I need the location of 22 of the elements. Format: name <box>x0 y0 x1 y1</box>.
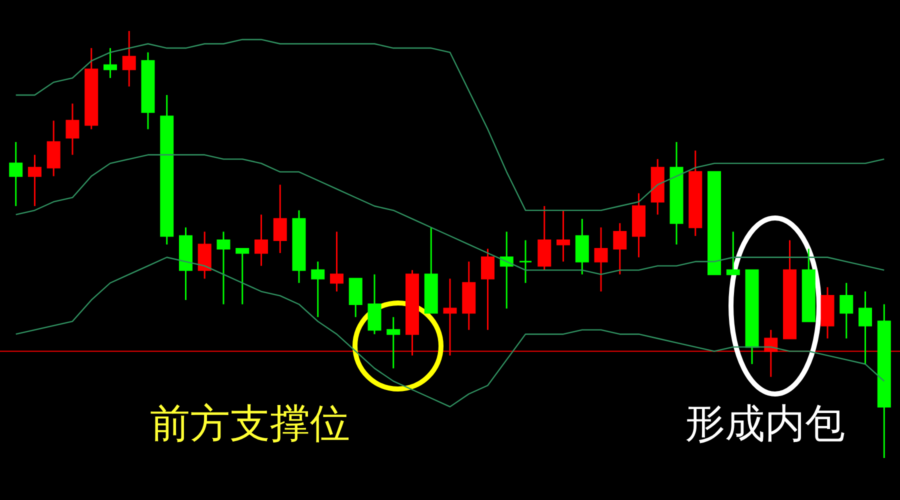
annotation: 形成内包 <box>685 401 845 447</box>
candlestick <box>254 214 268 267</box>
candlestick <box>481 248 494 331</box>
candlestick <box>726 230 740 276</box>
candlestick <box>273 184 287 254</box>
candlestick <box>28 154 42 207</box>
candlestick <box>311 260 325 318</box>
candlestick <box>386 316 400 370</box>
annotation: 前方支撑位 <box>150 401 350 447</box>
candlestick <box>122 30 136 88</box>
candlestick <box>216 230 230 306</box>
candlestick <box>330 230 344 292</box>
candlestick <box>518 239 532 284</box>
candlestick <box>9 141 23 207</box>
candlestick <box>66 102 80 156</box>
candlestick <box>103 47 117 79</box>
candlestick <box>858 290 872 365</box>
candlestick <box>594 226 608 292</box>
candlestick <box>840 282 854 340</box>
candlestick <box>613 222 627 276</box>
candlestick <box>556 210 570 262</box>
candlestick <box>236 248 250 306</box>
